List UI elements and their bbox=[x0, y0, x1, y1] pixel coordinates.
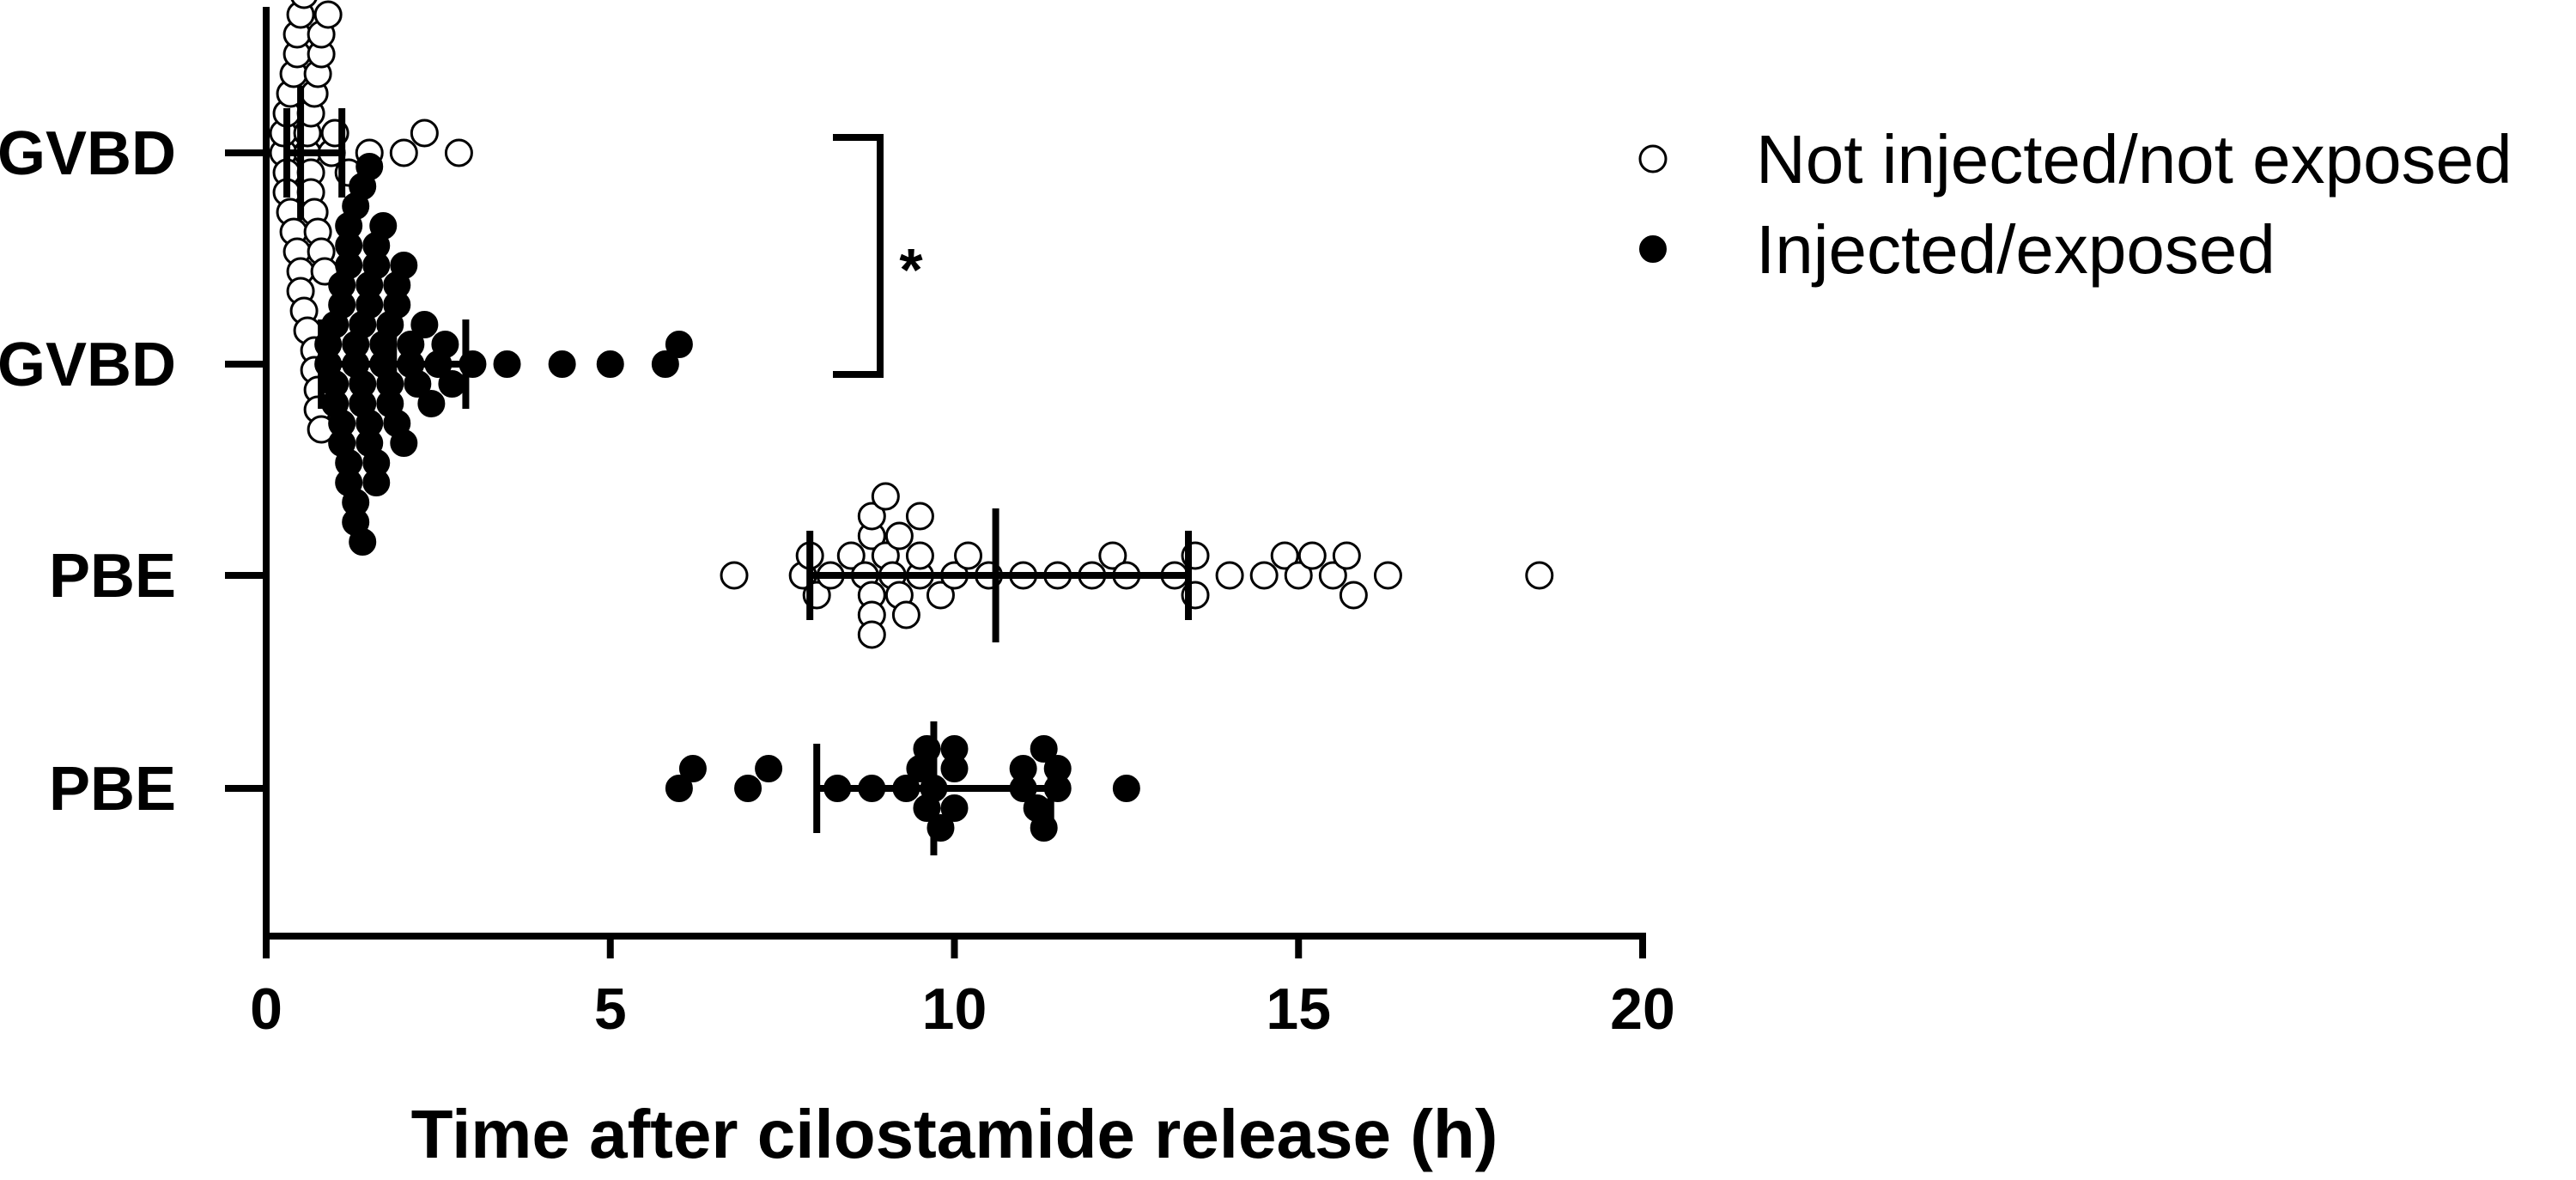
data-point bbox=[313, 0, 343, 29]
data-point bbox=[410, 119, 439, 148]
data-point bbox=[651, 350, 679, 378]
data-point bbox=[857, 620, 886, 649]
category-label: GVBD bbox=[0, 119, 176, 188]
data-point bbox=[1284, 561, 1313, 590]
data-point bbox=[397, 331, 425, 358]
data-point bbox=[1373, 561, 1402, 590]
data-point bbox=[1112, 775, 1140, 802]
data-point bbox=[404, 370, 432, 398]
x-tick-label: 10 bbox=[922, 976, 987, 1042]
data-point bbox=[369, 212, 398, 240]
data-point bbox=[390, 252, 418, 279]
data-point bbox=[1215, 561, 1244, 590]
x-tick-label: 15 bbox=[1266, 976, 1331, 1042]
data-point bbox=[1249, 561, 1279, 590]
data-point bbox=[665, 775, 693, 802]
data-point bbox=[444, 138, 473, 167]
data-point bbox=[1332, 541, 1361, 570]
data-point bbox=[905, 541, 934, 570]
data-point bbox=[417, 390, 446, 417]
data-point bbox=[596, 350, 624, 378]
data-point bbox=[678, 755, 707, 782]
data-point bbox=[926, 581, 955, 610]
data-point bbox=[410, 311, 439, 338]
legend: Not injected/not exposed Injected/exposed bbox=[1638, 121, 2512, 288]
data-point bbox=[1318, 561, 1347, 590]
data-point bbox=[871, 482, 900, 511]
data-point bbox=[836, 541, 866, 570]
x-axis-title: Time after cilostamide release (h) bbox=[411, 1096, 1498, 1172]
data-point bbox=[665, 331, 693, 358]
data-point bbox=[905, 502, 934, 531]
data-points bbox=[269, 0, 1554, 842]
x-tick-label: 0 bbox=[250, 976, 283, 1042]
significance-bracket: * bbox=[833, 134, 923, 378]
legend-open-circle-icon bbox=[1638, 144, 1668, 173]
legend-label: Injected/exposed bbox=[1756, 211, 2275, 288]
axes: 0 5 10 15 20 Time after cilostamide release (… bbox=[0, 7, 1675, 1172]
significance-label: * bbox=[899, 236, 923, 303]
data-point bbox=[940, 735, 969, 763]
data-point bbox=[940, 794, 969, 822]
legend-filled-circle-icon bbox=[1639, 235, 1667, 263]
data-point bbox=[755, 755, 783, 782]
data-point bbox=[438, 370, 466, 398]
data-point bbox=[493, 350, 521, 378]
data-point bbox=[734, 775, 762, 802]
data-point bbox=[1297, 541, 1327, 570]
x-tick-label: 5 bbox=[594, 976, 627, 1042]
data-point bbox=[1270, 541, 1299, 570]
data-point bbox=[857, 502, 886, 531]
data-point bbox=[884, 521, 914, 550]
data-point bbox=[390, 429, 418, 457]
category-label: PBE bbox=[49, 542, 176, 611]
data-point bbox=[389, 138, 418, 167]
data-point bbox=[548, 350, 576, 378]
data-point bbox=[1098, 541, 1127, 570]
data-point bbox=[431, 331, 459, 358]
data-point bbox=[954, 541, 983, 570]
data-point bbox=[891, 600, 920, 630]
bracket-line bbox=[833, 134, 884, 378]
data-point bbox=[1525, 561, 1554, 590]
legend-label: Not injected/not exposed bbox=[1756, 121, 2512, 198]
error-bars bbox=[283, 86, 1193, 855]
x-tick-label: 20 bbox=[1610, 976, 1675, 1042]
category-label: PBE bbox=[49, 755, 176, 824]
data-point bbox=[1009, 755, 1037, 782]
category-label: GVBD bbox=[0, 331, 176, 399]
data-point bbox=[290, 0, 318, 9]
data-point bbox=[1339, 581, 1368, 610]
data-point bbox=[362, 469, 391, 496]
data-point bbox=[349, 528, 377, 556]
data-point bbox=[355, 153, 384, 180]
data-point bbox=[720, 561, 749, 590]
